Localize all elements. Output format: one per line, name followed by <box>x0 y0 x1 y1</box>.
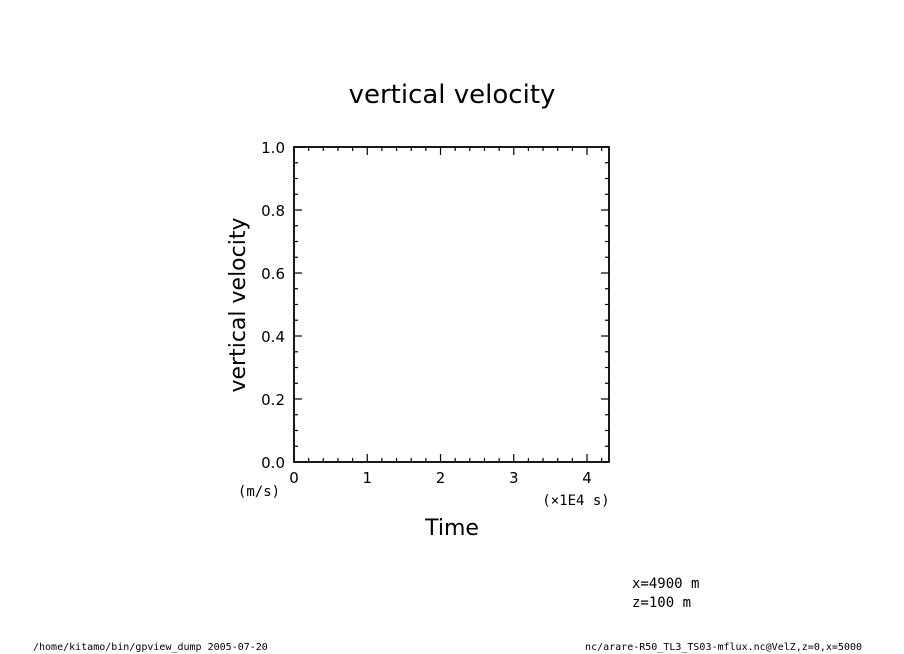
x-axis-tick-labels: 0 1 2 3 4 <box>289 469 592 487</box>
plot-frame <box>293 146 610 463</box>
y-tick-label: 1.0 <box>261 139 285 157</box>
x-axis-ticks <box>293 147 603 462</box>
x-tick-label: 1 <box>362 469 372 487</box>
x-tick-label: 0 <box>289 469 299 487</box>
x-tick-label: 3 <box>509 469 519 487</box>
x-tick-label: 2 <box>436 469 446 487</box>
y-tick-label: 0.6 <box>261 265 285 283</box>
footer-right: nc/arare-R50_TL3_TS03-mflux.nc@VelZ,z=0,… <box>585 642 862 653</box>
y-tick-label: 0.4 <box>261 328 285 346</box>
x-tick-label: 4 <box>582 469 592 487</box>
y-axis-title: vertical velocity <box>226 217 251 392</box>
footer-left: /home/kitamo/bin/gpview_dump 2005-07-20 <box>33 642 268 653</box>
y-axis-tick-labels: 0.0 0.2 0.4 0.6 0.8 1.0 <box>261 139 285 472</box>
y-axis-unit: (m/s) <box>238 484 280 500</box>
x-axis-unit: (×1E4 s) <box>542 493 609 509</box>
y-tick-label: 0.8 <box>261 202 285 220</box>
chart-title: vertical velocity <box>349 80 556 110</box>
z-position-annotation: z=100 m <box>632 595 691 611</box>
x-axis-title: Time <box>424 516 479 541</box>
y-axis-ticks <box>294 146 609 463</box>
x-position-annotation: x=4900 m <box>632 576 699 592</box>
y-tick-label: 0.2 <box>261 391 285 409</box>
y-tick-label: 0.0 <box>261 454 285 472</box>
